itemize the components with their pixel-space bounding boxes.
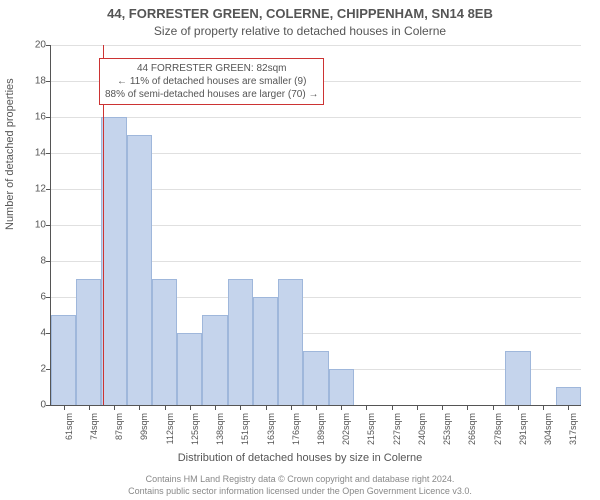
x-tick-mark [392, 405, 393, 410]
annotation-line-2: ← 11% of detached houses are smaller (9) [105, 75, 318, 88]
x-tick-mark [215, 405, 216, 410]
y-tick-mark [46, 81, 51, 82]
y-tick-label: 10 [21, 220, 46, 231]
chart-bar [303, 351, 328, 405]
x-tick-mark [316, 405, 317, 410]
chart-bar [127, 135, 152, 405]
y-tick-label: 12 [21, 184, 46, 195]
y-tick-mark [46, 225, 51, 226]
y-tick-label: 20 [21, 40, 46, 51]
y-tick-label: 14 [21, 148, 46, 159]
chart-bar [177, 333, 202, 405]
chart-bar [556, 387, 581, 405]
y-tick-mark [46, 297, 51, 298]
y-tick-label: 16 [21, 112, 46, 123]
y-tick-label: 2 [21, 364, 46, 375]
x-tick-mark [139, 405, 140, 410]
x-tick-mark [89, 405, 90, 410]
chart-bar [505, 351, 530, 405]
footer-copyright-1: Contains HM Land Registry data © Crown c… [0, 474, 600, 484]
annotation-line-1: 44 FORRESTER GREEN: 82sqm [105, 62, 318, 75]
x-tick-mark [417, 405, 418, 410]
y-tick-label: 8 [21, 256, 46, 267]
x-tick-mark [442, 405, 443, 410]
y-gridline [51, 117, 581, 118]
y-gridline [51, 45, 581, 46]
y-tick-mark [46, 261, 51, 262]
chart-bar [228, 279, 253, 405]
y-tick-mark [46, 45, 51, 46]
y-tick-mark [46, 189, 51, 190]
chart-container: 44, FORRESTER GREEN, COLERNE, CHIPPENHAM… [0, 0, 600, 500]
chart-subtitle: Size of property relative to detached ho… [0, 24, 600, 38]
y-tick-mark [46, 405, 51, 406]
y-tick-label: 6 [21, 292, 46, 303]
x-tick-mark [518, 405, 519, 410]
x-tick-mark [114, 405, 115, 410]
y-tick-label: 18 [21, 76, 46, 87]
x-tick-mark [190, 405, 191, 410]
chart-bar [202, 315, 227, 405]
chart-bar [76, 279, 101, 405]
annotation-line-3: 88% of semi-detached houses are larger (… [105, 88, 318, 101]
y-tick-mark [46, 117, 51, 118]
x-tick-mark [266, 405, 267, 410]
x-tick-mark [240, 405, 241, 410]
y-tick-label: 0 [21, 400, 46, 411]
annotation-box: 44 FORRESTER GREEN: 82sqm← 11% of detach… [99, 58, 324, 105]
chart-title: 44, FORRESTER GREEN, COLERNE, CHIPPENHAM… [0, 6, 600, 21]
y-tick-label: 4 [21, 328, 46, 339]
y-tick-mark [46, 153, 51, 154]
x-tick-mark [543, 405, 544, 410]
chart-bar [152, 279, 177, 405]
footer-copyright-2: Contains public sector information licen… [0, 486, 600, 496]
x-tick-mark [341, 405, 342, 410]
x-tick-mark [165, 405, 166, 410]
y-axis-label: Number of detached properties [4, 78, 16, 230]
chart-bar [278, 279, 303, 405]
x-tick-mark [467, 405, 468, 410]
x-tick-mark [568, 405, 569, 410]
chart-bar [253, 297, 278, 405]
x-tick-mark [493, 405, 494, 410]
chart-bar [101, 117, 126, 405]
x-axis-label: Distribution of detached houses by size … [0, 452, 600, 464]
x-tick-mark [366, 405, 367, 410]
chart-plot-area: 0246810121416182061sqm74sqm87sqm99sqm112… [50, 45, 581, 406]
chart-bar [51, 315, 76, 405]
chart-bar [329, 369, 354, 405]
x-tick-mark [64, 405, 65, 410]
x-tick-mark [291, 405, 292, 410]
